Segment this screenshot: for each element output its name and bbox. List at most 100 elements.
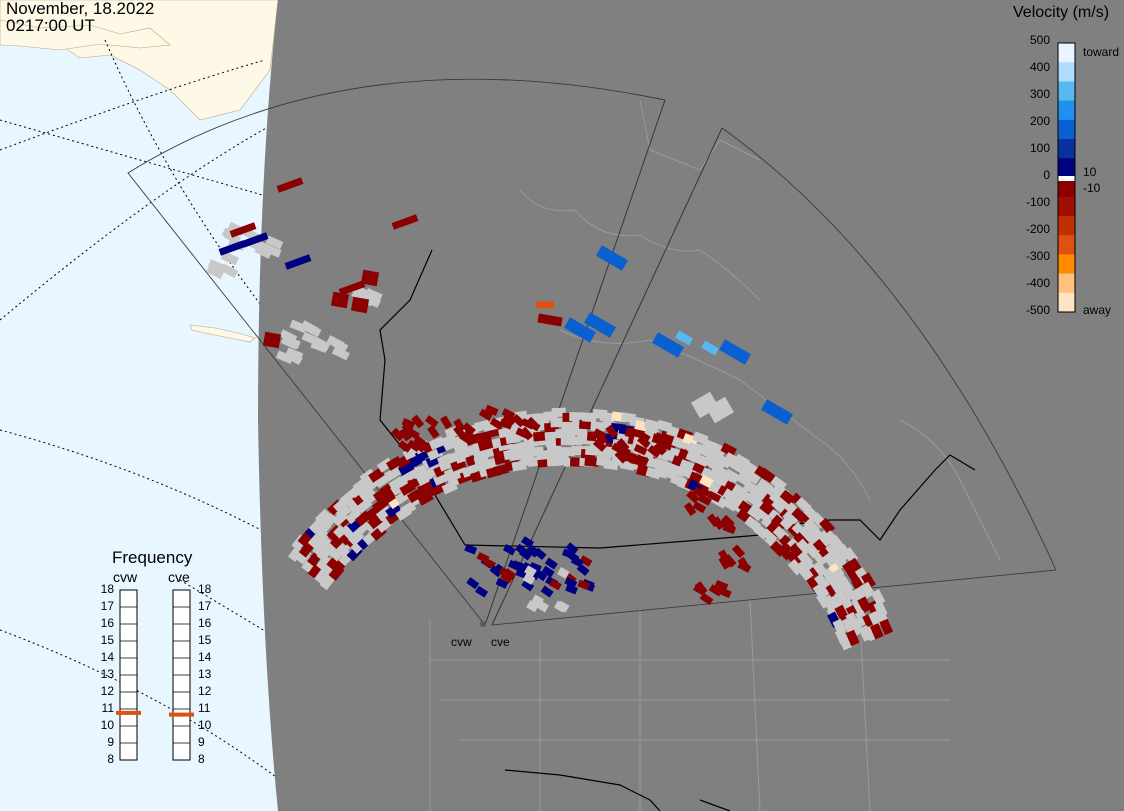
echo-cell	[262, 331, 282, 349]
echo-cell	[462, 422, 476, 436]
echo-cell	[520, 418, 535, 430]
echo-cell	[284, 254, 312, 270]
echo-cell	[475, 585, 489, 598]
frequency-tick-left: 11	[101, 701, 114, 715]
echo-cell	[758, 467, 776, 483]
echo-cell	[330, 291, 350, 309]
echo-cell	[533, 547, 547, 560]
echo-cell	[710, 442, 727, 457]
echo-cell	[524, 565, 537, 578]
echo-cell	[761, 399, 793, 425]
colorbar-segment	[1058, 158, 1075, 178]
frequency-tick-left: 13	[100, 667, 114, 681]
echo-cell	[316, 554, 332, 572]
echo-cell	[316, 536, 333, 553]
echo-cell	[584, 456, 600, 467]
echo-cell	[313, 528, 330, 546]
land-outside-west	[0, 19, 171, 51]
echo-cell	[207, 259, 226, 273]
colorbar-segment	[1058, 273, 1075, 294]
echo-cell	[391, 214, 419, 230]
echo-cell	[812, 549, 828, 567]
frequency-tick-left: 12	[100, 684, 114, 698]
frequency-tick-right: 15	[198, 633, 212, 647]
colorbar-inner-label-neg: -10	[1083, 181, 1101, 195]
echo-cell	[653, 441, 667, 456]
echo-cell	[708, 458, 726, 474]
echo-cell	[464, 543, 478, 555]
velocity-colorbar	[1057, 42, 1076, 313]
frequency-marker-cvw	[116, 710, 141, 715]
colorbar-tick-label: -400	[1025, 276, 1050, 290]
echo-cell	[507, 559, 521, 571]
echo-cell	[869, 623, 884, 640]
echo-cell	[229, 222, 257, 238]
frequency-tick-right: 16	[198, 616, 212, 630]
colorbar-segment	[1058, 235, 1075, 255]
frequency-radar-label-cvw: cvw	[113, 569, 138, 585]
echo-cell	[679, 459, 696, 473]
colorbar-segment	[1058, 254, 1075, 275]
echo-cell	[280, 335, 299, 350]
date-label: November, 18.2022	[6, 0, 155, 18]
colorbar-tick-label: -500	[1025, 303, 1050, 317]
echo-cell	[594, 431, 608, 445]
echo-cell	[397, 440, 412, 453]
frequency-tick-left: 10	[100, 718, 114, 732]
echo-cell	[561, 428, 576, 438]
echo-cell	[759, 480, 776, 497]
echo-cell	[489, 565, 503, 578]
echo-cell	[537, 313, 563, 327]
frequency-panel	[116, 589, 194, 761]
map-region	[258, 0, 1124, 811]
echo-cell	[319, 573, 336, 591]
echo-cell	[362, 489, 379, 506]
echo-cell	[218, 240, 246, 256]
echo-cell	[590, 421, 605, 432]
echo-cell	[708, 584, 723, 597]
echo-cell	[675, 330, 693, 346]
echo-cell	[502, 413, 517, 425]
echo-cell	[326, 335, 345, 350]
echo-cell	[298, 541, 315, 558]
colorbar-frame	[1057, 42, 1076, 313]
frequency-tick-right: 17	[198, 599, 212, 613]
echo-cell	[701, 340, 719, 356]
echo-cell	[686, 490, 700, 504]
colorbar-tick-label: 200	[1029, 114, 1050, 128]
frequency-tick-left: 15	[100, 633, 114, 647]
echo-cell	[411, 414, 425, 429]
echo-cell	[424, 415, 439, 428]
frequency-tick-right: 9	[198, 735, 205, 749]
echo-cell	[493, 464, 509, 476]
colorbar-segment	[1058, 43, 1075, 63]
frequency-tick-right: 14	[198, 650, 212, 664]
away-label: away	[1083, 303, 1112, 317]
echo-cell	[440, 415, 453, 430]
echo-cell	[699, 592, 714, 606]
echo-cell	[476, 552, 490, 564]
echo-cell	[331, 346, 350, 361]
frequency-tick-right: 18	[198, 582, 212, 596]
echo-cell	[737, 556, 751, 571]
frequency-tick-right: 11	[198, 701, 211, 715]
echo-cell	[314, 508, 332, 525]
echo-cell	[550, 417, 565, 428]
colorbar-segment	[1058, 215, 1075, 236]
echo-cell	[683, 502, 697, 517]
frequency-tick-right: 8	[198, 752, 205, 766]
echo-cell	[565, 583, 578, 595]
echo-cell	[682, 433, 699, 447]
echo-cell	[489, 417, 504, 431]
echo-cell	[289, 319, 308, 333]
frequency-tick-right: 12	[198, 684, 212, 698]
echo-cell	[785, 550, 803, 567]
echo-cell	[747, 505, 764, 522]
echo-cell	[722, 519, 737, 533]
echo-cell	[719, 339, 751, 365]
echo-cell	[481, 457, 498, 471]
echo-cell	[518, 548, 532, 561]
echo-cell	[413, 435, 428, 449]
echo-cell	[744, 469, 761, 485]
echo-cell	[635, 457, 648, 472]
